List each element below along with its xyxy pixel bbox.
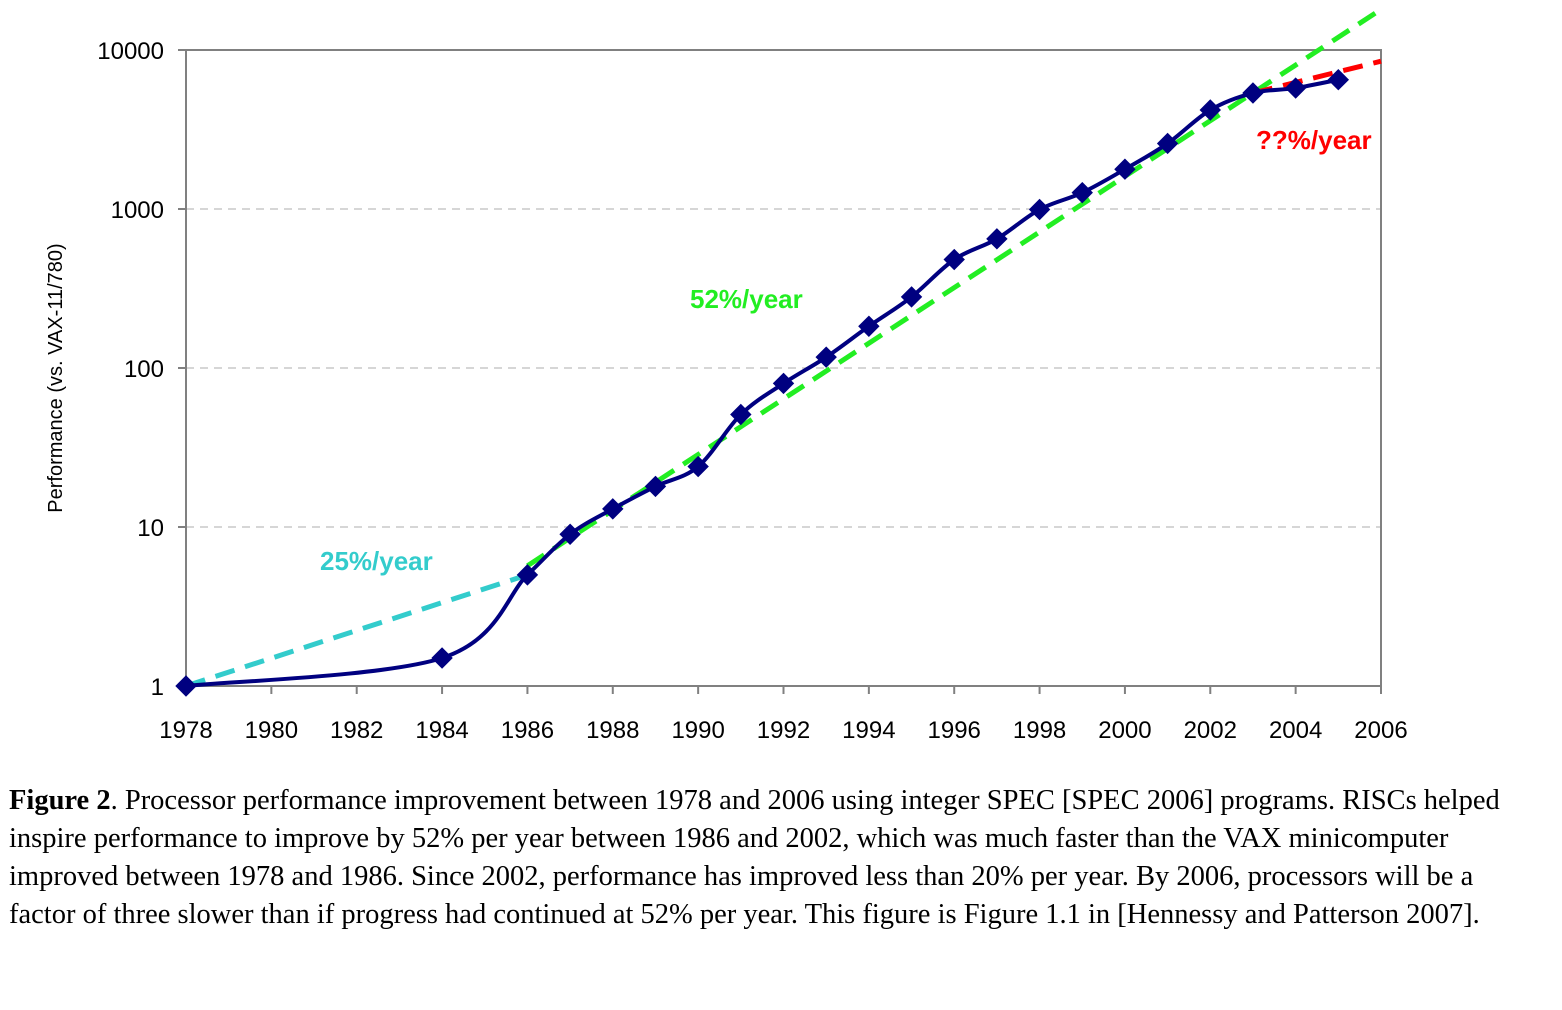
trend-line-0 — [185, 572, 529, 689]
data-point-1987 — [559, 523, 581, 545]
data-point-1997 — [986, 228, 1008, 250]
x-tick-label-1984: 1984 — [415, 717, 468, 744]
data-point-1978 — [175, 675, 197, 697]
trend-labels: 25%/year 52%/year ??%/year — [320, 125, 1372, 576]
x-tick-label-1996: 1996 — [928, 717, 981, 744]
figure-label: Figure 2 — [9, 785, 111, 816]
trend-label-2: ??%/year — [1256, 125, 1372, 155]
y-axis-label: Performance (vs. VAX-11/780) — [45, 243, 67, 512]
data-point-2004 — [1284, 77, 1307, 99]
x-tick-label-1980: 1980 — [245, 717, 298, 744]
trend-line-2 — [1252, 58, 1382, 96]
data-point-2005 — [1327, 68, 1350, 91]
y-tick-label-1000: 1000 — [111, 197, 164, 224]
data-point-1993 — [815, 346, 837, 368]
data-point-2000 — [1114, 158, 1136, 180]
x-tick-label-1998: 1998 — [1013, 717, 1066, 744]
x-tick-label-1992: 1992 — [757, 717, 810, 744]
grid-layer — [186, 208, 1381, 528]
x-tick-label-2004: 2004 — [1269, 717, 1322, 744]
y-tick-label-1: 1 — [151, 674, 164, 701]
x-tick-label-1994: 1994 — [842, 717, 895, 744]
x-tick-label-2006: 2006 — [1354, 717, 1407, 744]
figure-caption: Figure 2. Processor performance improvem… — [9, 782, 1509, 934]
caption-text: . Processor performance improvement betw… — [9, 785, 1500, 930]
trend-line-1 — [526, 7, 1383, 568]
x-tick-label-2000: 2000 — [1098, 717, 1151, 744]
data-point-1998 — [1028, 198, 1051, 221]
series-line-0 — [185, 77, 1339, 688]
data-point-1995 — [900, 286, 923, 308]
data-point-1989 — [644, 475, 667, 498]
performance-chart: 1978 1980 1982 1984 1986 1988 1990 1992 1994 1996… — [45, 7, 1408, 744]
data-point-2003 — [1242, 82, 1264, 104]
data-point-1992 — [772, 372, 795, 395]
y-tick-label-100: 100 — [124, 356, 164, 383]
series-layer — [185, 77, 1339, 688]
data-point-1988 — [602, 498, 624, 520]
data-point-2002 — [1199, 99, 1221, 121]
x-tick-label-1988: 1988 — [586, 717, 639, 744]
data-point-1994 — [858, 315, 880, 337]
trend-label-1: 52%/year — [690, 284, 803, 314]
x-axis-ticks: 1978 1980 1982 1984 1986 1988 1990 1992 1994 1996… — [159, 686, 1408, 744]
data-point-1986 — [516, 564, 539, 586]
data-point-1991 — [730, 403, 752, 426]
data-point-1984 — [431, 647, 453, 669]
data-point-1996 — [943, 248, 965, 271]
data-point-1999 — [1071, 181, 1093, 204]
x-tick-label-1978: 1978 — [159, 717, 212, 744]
data-point-2001 — [1156, 132, 1179, 155]
trend-label-0: 25%/year — [320, 546, 433, 576]
x-tick-label-1982: 1982 — [330, 717, 383, 744]
x-tick-label-2002: 2002 — [1184, 717, 1237, 744]
trend-lines — [185, 7, 1383, 689]
x-tick-label-1990: 1990 — [671, 717, 724, 744]
y-tick-label-10000: 10000 — [97, 38, 164, 65]
data-point-1990 — [687, 455, 709, 478]
x-tick-label-1986: 1986 — [501, 717, 554, 744]
y-tick-label-10: 10 — [137, 515, 164, 542]
y-axis-ticks: 1 10 100 1000 10000 — [97, 38, 186, 701]
data-markers — [175, 68, 1350, 697]
